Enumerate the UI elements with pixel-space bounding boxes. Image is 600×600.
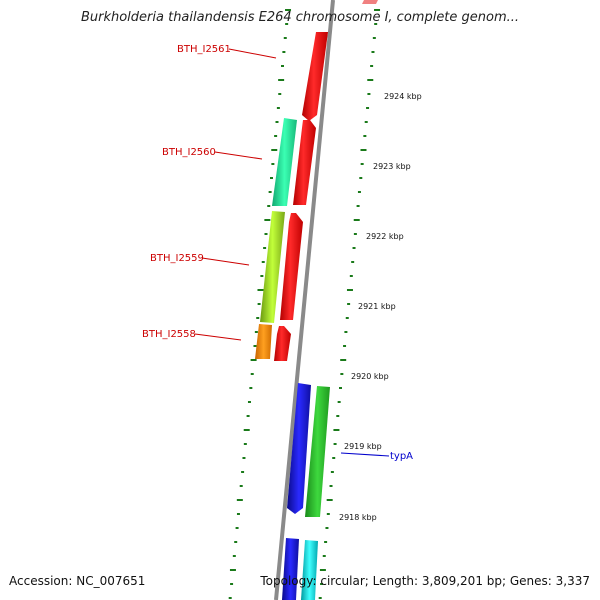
gene-label-BTH_I2559[interactable]: BTH_I2559 [150,253,204,264]
gene-BTH_I2560[interactable] [293,120,316,205]
gene-typA[interactable] [305,386,330,517]
topology-summary: Topology: circular; Length: 3,809,201 bp… [260,574,590,588]
leader-BTH_I2560 [214,151,263,160]
gene-label-BTH_I2560[interactable]: BTH_I2560 [162,147,216,158]
gene-BTH_I2560-comp[interactable] [272,118,297,206]
gene-BTH_I2559-comp[interactable] [260,211,285,323]
kbp-label-2920: 2920 kbp [351,372,389,381]
partial-gene-top[interactable] [362,0,378,4]
map-title: Burkholderia thailandensis E264 chromoso… [80,10,520,25]
kbp-axis: 2924 kbp 2923 kbp 2922 kbp 2921 kbp 2920… [339,92,422,522]
gene-BTH_I2558-comp[interactable] [255,324,272,359]
leader-BTH_I2561 [228,48,277,59]
inner-tick-track [228,9,292,599]
gene-blue-bottom[interactable] [282,538,299,600]
kbp-label-2923: 2923 kbp [373,162,411,171]
kbp-label-2919: 2919 kbp [344,442,382,451]
kbp-label-2921: 2921 kbp [358,302,396,311]
accession-text: Accession: NC_007651 [9,574,146,588]
gene-label-typA[interactable]: typA [390,451,413,462]
kbp-label-2924: 2924 kbp [384,92,422,101]
gene-BTH_I2561[interactable] [302,32,328,121]
gene-blue[interactable] [287,383,311,514]
outer-tick-track [318,9,381,599]
gene-BTH_I2558[interactable] [274,326,291,361]
chromosome-backbone [274,0,335,600]
gene-label-BTH_I2561[interactable]: BTH_I2561 [177,44,231,55]
gene-BTH_I2559[interactable] [280,213,303,320]
kbp-label-2922: 2922 kbp [366,232,404,241]
leader-BTH_I2559 [201,257,250,266]
leader-BTH_I2558 [194,333,242,341]
kbp-label-2918: 2918 kbp [339,513,377,522]
gene-cyan[interactable] [301,540,318,600]
leader-typA [340,452,390,457]
gene-label-BTH_I2558[interactable]: BTH_I2558 [142,329,196,340]
